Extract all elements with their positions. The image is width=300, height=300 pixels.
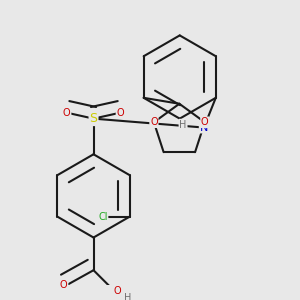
Text: O: O <box>116 108 124 118</box>
Text: Cl: Cl <box>98 212 108 222</box>
Text: O: O <box>63 108 70 118</box>
Text: N: N <box>200 122 208 133</box>
Text: O: O <box>113 286 121 296</box>
Text: H: H <box>124 293 131 300</box>
Text: H: H <box>179 120 187 130</box>
Text: O: O <box>150 117 158 127</box>
Text: S: S <box>89 112 98 125</box>
Text: O: O <box>60 280 68 290</box>
Text: O: O <box>201 117 208 127</box>
